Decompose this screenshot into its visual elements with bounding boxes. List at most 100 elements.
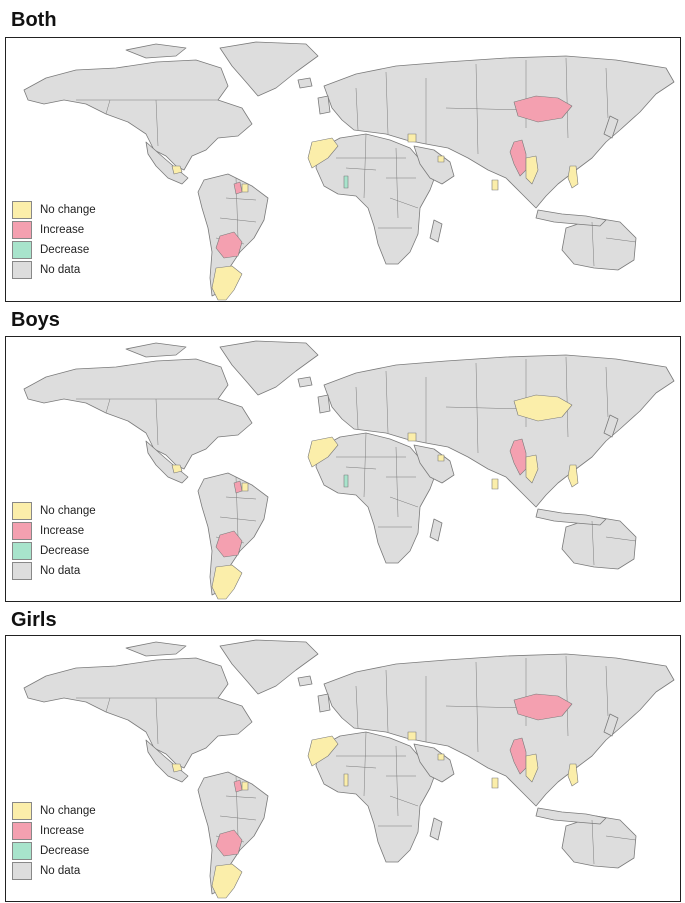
country-border xyxy=(445,406,527,410)
country-sri-lanka xyxy=(491,777,499,789)
legend-label: No data xyxy=(40,565,81,577)
country-border xyxy=(155,398,159,446)
legend-item-no-data: No data xyxy=(12,561,96,581)
country-philippines xyxy=(567,464,579,488)
country-border xyxy=(105,99,111,115)
country-border xyxy=(565,356,569,438)
country-region xyxy=(297,675,313,687)
panel-title: Both xyxy=(11,9,57,31)
country-morocco xyxy=(307,436,339,468)
map-legend: No change Increase Decrease No data xyxy=(12,801,96,881)
country-region xyxy=(413,444,455,484)
legend-item-no-data: No data xyxy=(12,861,96,881)
country-border xyxy=(445,107,527,111)
legend-item-increase: Increase xyxy=(12,220,96,240)
country-argentina xyxy=(211,265,243,301)
country-qatar xyxy=(437,155,445,163)
country-region xyxy=(429,518,443,542)
country-region xyxy=(603,414,619,438)
legend-item-no-data: No data xyxy=(12,260,96,280)
country-sri-lanka xyxy=(491,179,499,191)
country-region xyxy=(413,743,455,783)
country-border xyxy=(219,217,257,223)
country-region xyxy=(297,77,313,89)
country-region xyxy=(297,376,313,388)
country-region xyxy=(145,739,189,783)
legend-item-decrease: Decrease xyxy=(12,240,96,260)
country-border xyxy=(225,795,257,799)
country-border xyxy=(591,819,595,865)
country-border xyxy=(225,496,257,500)
country-region xyxy=(561,516,637,570)
legend-label: Decrease xyxy=(40,845,90,857)
country-morocco xyxy=(307,735,339,767)
country-region xyxy=(125,342,187,358)
country-central-am xyxy=(171,763,183,773)
legend-swatch xyxy=(12,562,32,580)
map-legend: No change Increase Decrease No data xyxy=(12,501,96,581)
country-border xyxy=(591,520,595,566)
country-myanmar xyxy=(509,737,527,775)
world-map xyxy=(5,336,681,602)
country-suriname xyxy=(241,183,249,193)
country-border xyxy=(219,516,257,522)
legend-item-increase: Increase xyxy=(12,521,96,541)
legend-item-decrease: Decrease xyxy=(12,541,96,561)
country-morocco xyxy=(307,137,339,169)
legend-label: No change xyxy=(40,204,96,216)
country-border xyxy=(355,685,359,729)
world-map xyxy=(5,37,681,302)
country-border xyxy=(363,432,367,498)
legend-label: No data xyxy=(40,865,81,877)
panel-title: Girls xyxy=(11,609,57,631)
country-argentina xyxy=(211,564,243,600)
legend-item-no-change: No change xyxy=(12,501,96,521)
country-region xyxy=(23,358,253,470)
country-togo xyxy=(343,773,349,787)
country-region xyxy=(23,59,253,171)
legend-label: Decrease xyxy=(40,244,90,256)
map-panel-boys: Boys No change Increase Decrease No data xyxy=(0,302,685,602)
country-mongolia xyxy=(513,693,573,721)
country-border xyxy=(395,147,399,219)
country-region xyxy=(315,731,437,863)
country-egypt-n xyxy=(407,432,417,442)
country-region xyxy=(535,807,607,825)
country-region xyxy=(317,693,331,713)
country-argentina xyxy=(211,863,243,899)
legend-item-increase: Increase xyxy=(12,821,96,841)
country-region xyxy=(429,219,443,243)
country-border xyxy=(605,665,609,717)
legend-swatch xyxy=(12,261,32,279)
legend-swatch xyxy=(12,241,32,259)
legend-label: No change xyxy=(40,805,96,817)
country-egypt-n xyxy=(407,133,417,143)
legend-swatch xyxy=(12,542,32,560)
country-region xyxy=(413,145,455,185)
panel-title: Boys xyxy=(11,309,60,331)
legend-label: Increase xyxy=(40,224,85,236)
country-region xyxy=(315,432,437,564)
legend-swatch xyxy=(12,201,32,219)
legend-swatch xyxy=(12,802,32,820)
country-border xyxy=(155,697,159,745)
country-region xyxy=(535,508,607,526)
legend-swatch xyxy=(12,822,32,840)
country-border xyxy=(385,370,389,434)
country-border xyxy=(605,536,637,542)
world-map xyxy=(5,635,681,902)
legend-label: Increase xyxy=(40,525,85,537)
country-border xyxy=(355,87,359,131)
country-sri-lanka xyxy=(491,478,499,490)
country-region xyxy=(561,217,637,271)
country-region xyxy=(603,115,619,139)
country-region xyxy=(315,133,437,265)
map-panel-girls: Girls No change Increase Decrease No dat… xyxy=(0,602,685,902)
legend-label: No data xyxy=(40,264,81,276)
country-border xyxy=(605,237,637,243)
legend-swatch xyxy=(12,862,32,880)
country-togo xyxy=(343,175,349,189)
country-mongolia xyxy=(513,95,573,123)
map-legend: No change Increase Decrease No data xyxy=(12,200,96,280)
country-thailand xyxy=(525,454,539,484)
